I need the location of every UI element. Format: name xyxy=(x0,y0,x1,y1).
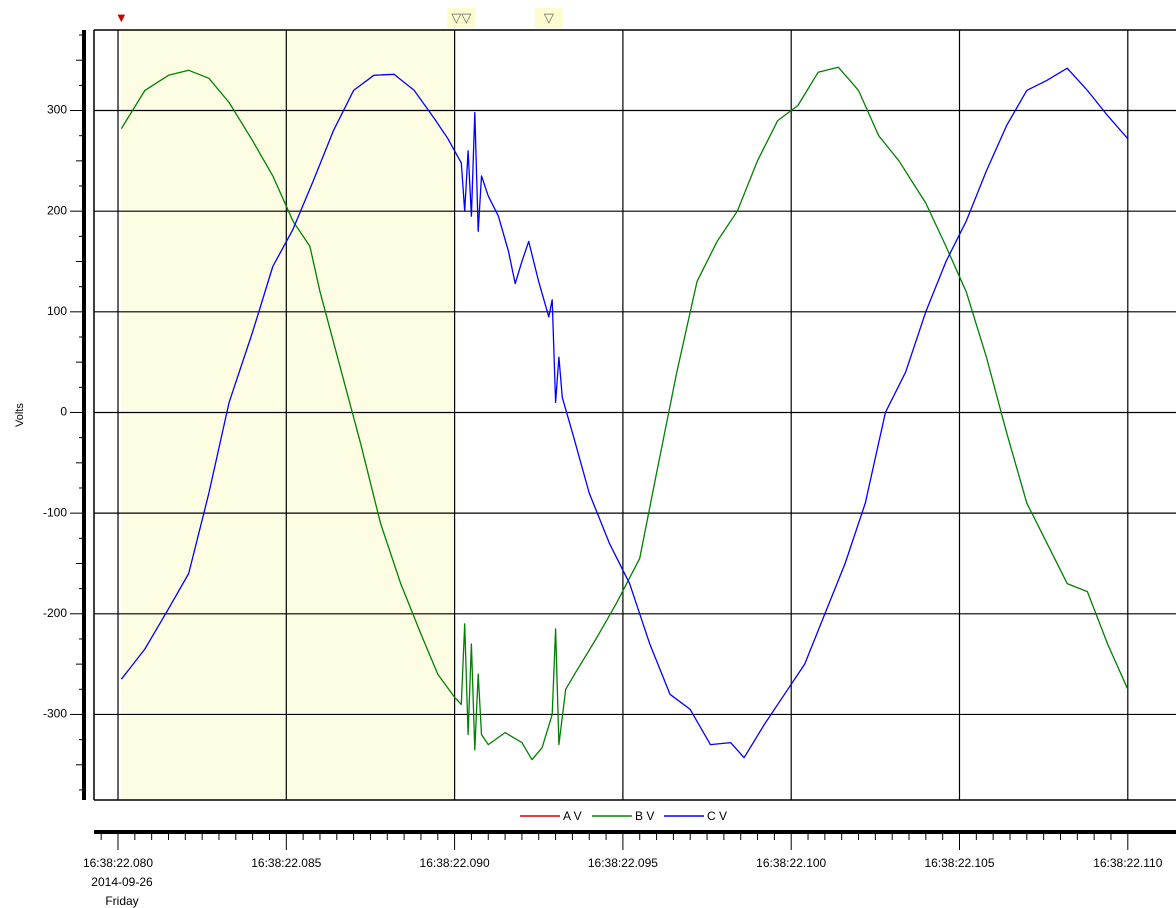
y-tick-label: 0 xyxy=(60,405,67,419)
x-tick-weekday: Friday xyxy=(105,894,138,908)
series-line-b-v xyxy=(120,66,1129,761)
cursor-marker[interactable]: ▽▽ xyxy=(451,10,471,25)
x-tick-label: 16:38:22.110 xyxy=(1093,856,1163,870)
y-tick-label: -200 xyxy=(43,606,67,620)
x-tick-label: 16:38:22.105 xyxy=(924,856,994,870)
y-tick-label: 300 xyxy=(47,103,67,117)
cursor-markers: ▼ ▽▽ ▽ xyxy=(115,8,563,28)
marker-background xyxy=(447,8,476,28)
x-ticks: 16:38:22.080 2014-09-26 Friday 16:38:22.085… xyxy=(83,832,1163,908)
y-tick-label: 100 xyxy=(47,304,67,318)
legend-label: B V xyxy=(635,809,654,823)
x-tick-label: 16:38:22.100 xyxy=(756,856,826,870)
marker-background xyxy=(534,8,563,28)
grid-lines xyxy=(94,30,1176,800)
cursor-marker[interactable]: ▼ xyxy=(115,10,128,25)
x-tick-label: 16:38:22.090 xyxy=(420,856,490,870)
y-tick-label: 200 xyxy=(47,203,67,217)
y-tick-label: -100 xyxy=(43,505,67,519)
x-tick-date: 2014-09-26 xyxy=(91,875,153,889)
x-tick-label: 16:38:22.080 xyxy=(83,856,153,870)
series-layer xyxy=(120,66,1129,761)
cursor-marker[interactable]: ▽ xyxy=(544,10,554,25)
series-line-c-v xyxy=(120,67,1129,759)
x-tick-label: 16:38:22.085 xyxy=(251,856,321,870)
y-ticks: 300 200 100 0 -100 -200 -300 xyxy=(43,34,84,791)
legend-label: A V xyxy=(563,809,582,823)
x-tick-label: 16:38:22.095 xyxy=(588,856,658,870)
y-tick-label: -300 xyxy=(43,707,67,721)
y-axis-label: Volts xyxy=(14,403,26,427)
legend-label: C V xyxy=(707,809,727,823)
highlight-region xyxy=(121,30,455,800)
